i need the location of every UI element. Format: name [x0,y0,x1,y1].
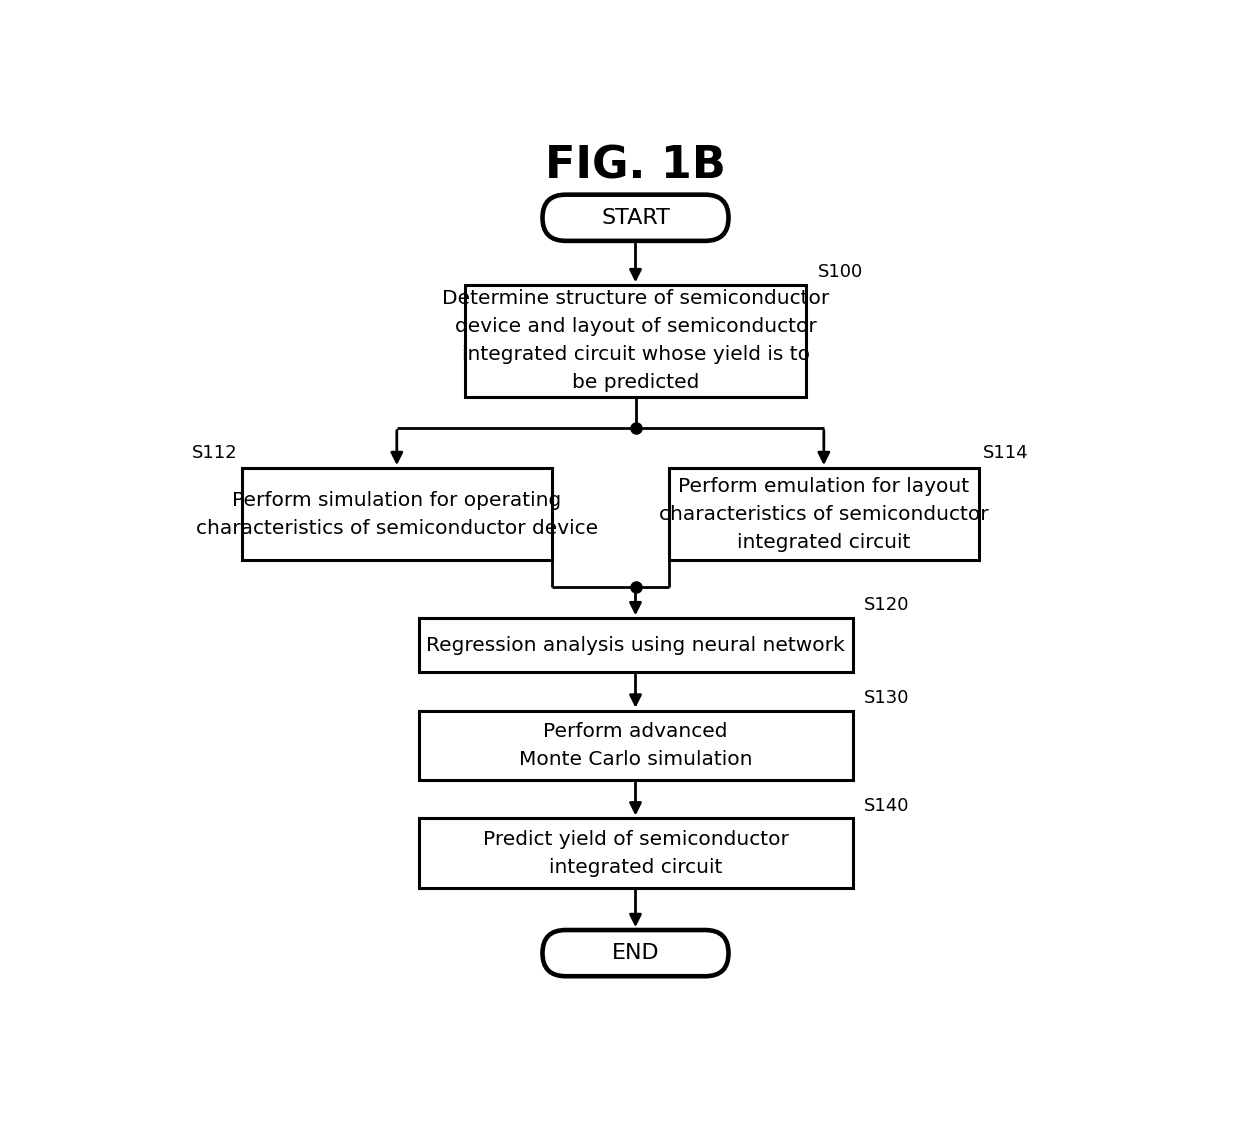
FancyBboxPatch shape [543,930,729,977]
Text: Perform simulation for operating
characteristics of semiconductor device: Perform simulation for operating charact… [196,491,598,537]
Text: Perform emulation for layout
characteristics of semiconductor
integrated circuit: Perform emulation for layout characteris… [658,477,988,552]
FancyBboxPatch shape [419,711,853,779]
FancyBboxPatch shape [419,818,853,888]
Text: S120: S120 [864,597,910,614]
Text: Perform advanced
Monte Carlo simulation: Perform advanced Monte Carlo simulation [518,722,753,769]
FancyBboxPatch shape [668,468,978,560]
Text: FIG. 1B: FIG. 1B [546,145,725,187]
Text: S130: S130 [864,689,910,706]
Text: S140: S140 [864,796,910,815]
Text: Predict yield of semiconductor
integrated circuit: Predict yield of semiconductor integrate… [482,830,789,876]
Text: S100: S100 [817,264,863,282]
FancyBboxPatch shape [543,195,729,241]
FancyBboxPatch shape [242,468,552,560]
Text: Regression analysis using neural network: Regression analysis using neural network [427,636,844,655]
Text: END: END [611,944,660,963]
Text: S112: S112 [192,444,238,462]
Text: START: START [601,208,670,228]
FancyBboxPatch shape [419,618,853,672]
Text: Determine structure of semiconductor
device and layout of semiconductor
integrat: Determine structure of semiconductor dev… [441,290,830,393]
Text: S114: S114 [982,444,1028,462]
FancyBboxPatch shape [465,285,806,397]
